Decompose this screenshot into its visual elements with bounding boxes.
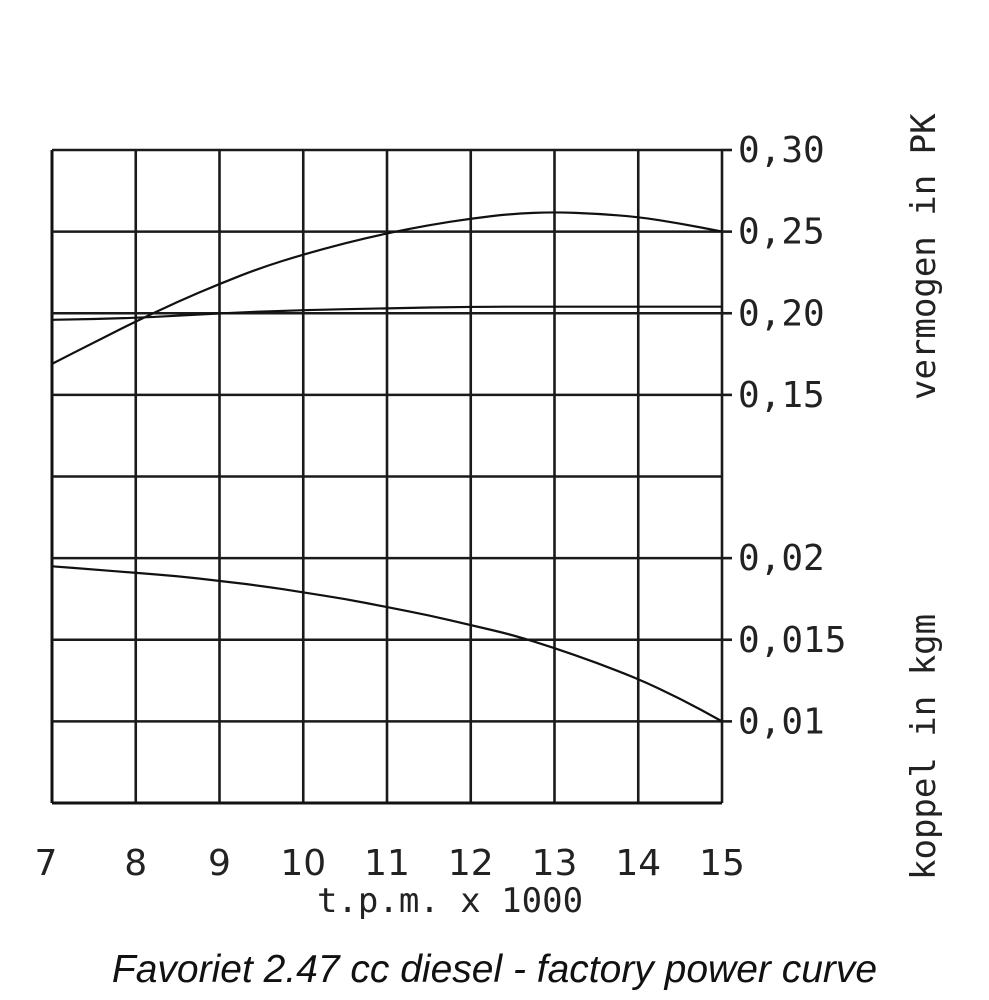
- torque-axis-ticks: 0,02 0,015 0,01: [738, 538, 846, 742]
- power-tick-label: 0,30: [738, 130, 825, 171]
- x-tick-label: 15: [699, 843, 745, 884]
- chart-grid: [50, 148, 732, 805]
- torque-tick-label: 0,02: [738, 538, 825, 579]
- power-tick-label: 0,20: [738, 293, 825, 334]
- x-tick-label: 13: [532, 843, 578, 884]
- torque-tick-label: 0,015: [738, 620, 846, 661]
- torque-tick-label: 0,01: [738, 701, 825, 742]
- x-tick-label: 9: [208, 843, 231, 884]
- x-axis-title: t.p.m. x 1000: [317, 881, 583, 921]
- power-axis-title: vermogen in PK: [904, 113, 944, 400]
- power-curve-line: [51, 305, 722, 321]
- x-tick-label: 7: [35, 843, 58, 884]
- power-tick-label: 0,25: [738, 212, 825, 253]
- x-tick-label: 8: [124, 843, 147, 884]
- chart-caption: Favoriet 2.47 cc diesel - factory power …: [111, 948, 878, 991]
- x-tick-label: 12: [448, 843, 494, 884]
- x-tick-label: 11: [364, 843, 410, 884]
- torque-axis-title: koppel in kgm: [904, 614, 944, 880]
- x-axis-ticks: 7 8 9 10 11 12 13 14 15: [35, 843, 745, 884]
- torque-curve-line: [51, 565, 723, 723]
- power-tick-label: 0,15: [738, 375, 825, 416]
- power-axis-ticks: 0,30 0,25 0,20 0,15: [738, 130, 825, 416]
- x-tick-label: 14: [615, 843, 661, 884]
- chart-curves: [51, 211, 723, 723]
- x-tick-label: 10: [280, 843, 326, 884]
